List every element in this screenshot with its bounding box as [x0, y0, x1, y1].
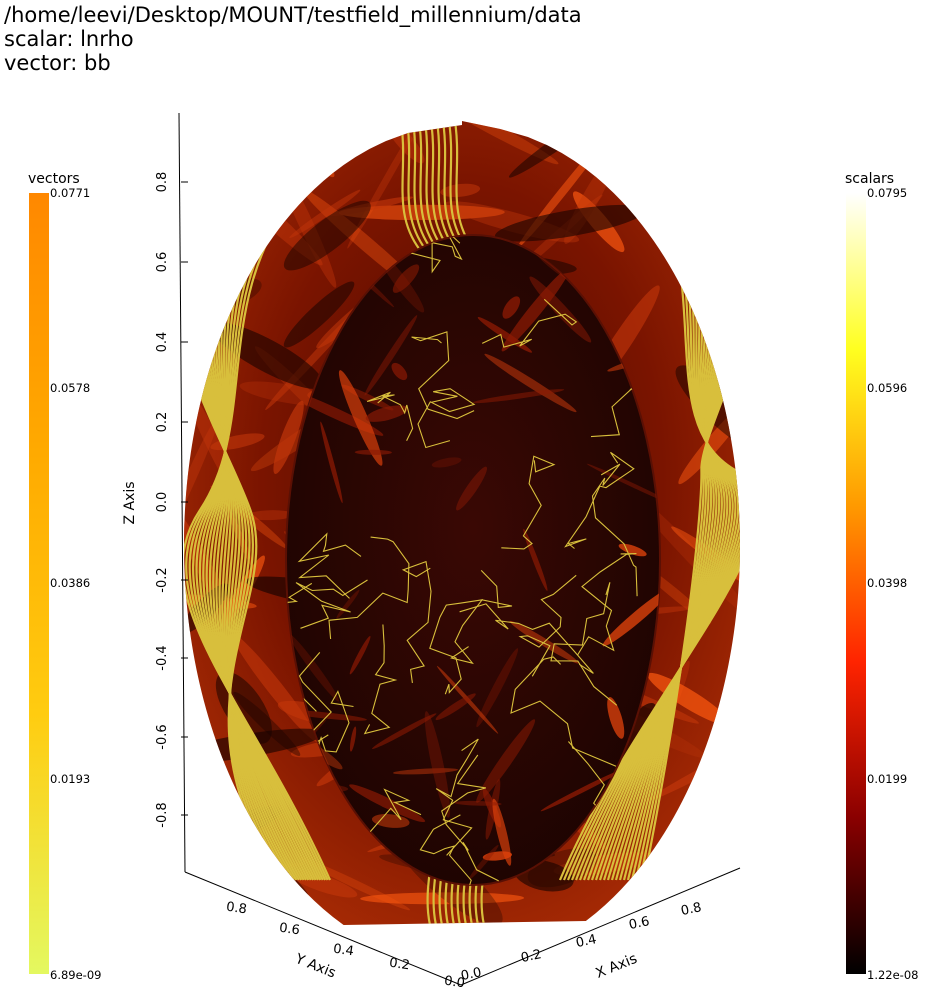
vectors-colorbar-title: vectors — [28, 171, 80, 187]
scalars-colorbar — [846, 193, 866, 974]
y-tick-label: 0.6 — [278, 921, 301, 939]
z-tick-label: 0.2 — [155, 412, 170, 433]
z-axis-line — [178, 112, 186, 873]
scalars-tick-4: 0.0199 — [867, 772, 908, 786]
inner-turbulence — [286, 235, 660, 880]
z-tick-label: 0.6 — [155, 252, 170, 273]
y-tick-label: 0.2 — [388, 956, 411, 974]
x-axis-line — [460, 867, 741, 986]
z-axis-title: Z Axis — [122, 481, 138, 524]
z-tick-label: 0.4 — [155, 332, 170, 353]
scalars-tick-1: 0.0795 — [867, 186, 908, 200]
x-tick-label: 0.6 — [628, 914, 651, 933]
vectors-colorbar — [29, 193, 49, 974]
vectors-tick-2: 0.0578 — [50, 381, 91, 395]
vectors-tick-5: 6.89e-09 — [50, 968, 102, 982]
z-tick-label: -0.2 — [155, 567, 170, 592]
scalar-label: scalar: lnrho — [4, 27, 134, 51]
data-path-title: /home/leevi/Desktop/MOUNT/testfield_mill… — [4, 3, 582, 27]
y-axis-line — [184, 871, 462, 986]
x-tick-label: 0.8 — [680, 900, 703, 919]
vectors-tick-1: 0.0771 — [50, 186, 91, 200]
vectors-tick-4: 0.0193 — [50, 772, 91, 786]
x-tick-label: 0.4 — [575, 932, 598, 951]
y-tick-label: 0.0 — [443, 974, 466, 992]
vectors-tick-3: 0.0386 — [50, 576, 91, 590]
x-tick-label: 0.0 — [460, 965, 483, 984]
z-tick-label: -0.4 — [155, 645, 170, 670]
x-axis-title: X Axis — [594, 951, 640, 982]
vector-label: vector: bb — [4, 51, 111, 75]
z-tick-label: 0.0 — [155, 492, 170, 513]
scalars-tick-5: 1.22e-08 — [867, 968, 919, 982]
z-tick-label: -0.6 — [155, 724, 170, 749]
y-tick-label: 0.8 — [225, 900, 248, 918]
z-tick-label: -0.8 — [155, 802, 170, 827]
y-tick-label: 0.4 — [332, 942, 355, 960]
scalars-tick-2: 0.0596 — [867, 381, 908, 395]
z-tick-label: 0.8 — [155, 172, 170, 193]
scalars-colorbar-title: scalars — [845, 171, 895, 187]
x-tick-label: 0.2 — [520, 947, 543, 966]
scalars-tick-3: 0.0398 — [867, 576, 908, 590]
y-axis-title: Y Axis — [292, 951, 338, 982]
